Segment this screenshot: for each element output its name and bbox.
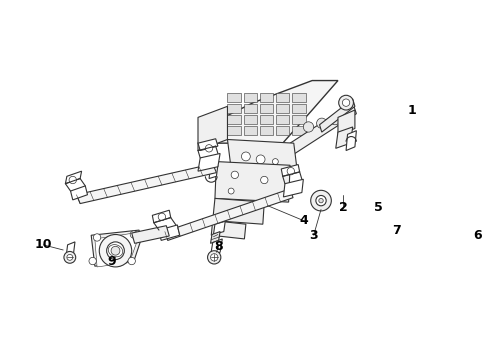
Text: 8: 8: [214, 240, 223, 253]
Polygon shape: [131, 226, 169, 243]
Polygon shape: [198, 153, 220, 171]
Circle shape: [67, 255, 73, 260]
Circle shape: [303, 122, 313, 132]
Polygon shape: [164, 189, 292, 240]
Circle shape: [64, 251, 76, 263]
Polygon shape: [259, 93, 273, 102]
Polygon shape: [292, 115, 305, 124]
Polygon shape: [259, 115, 273, 124]
Circle shape: [106, 242, 124, 260]
Polygon shape: [227, 104, 240, 113]
Circle shape: [310, 190, 331, 211]
Circle shape: [241, 152, 250, 161]
Circle shape: [158, 213, 165, 221]
Polygon shape: [210, 239, 222, 256]
Circle shape: [272, 159, 278, 165]
Circle shape: [256, 155, 264, 164]
Circle shape: [205, 145, 212, 152]
Polygon shape: [91, 230, 141, 266]
Circle shape: [99, 234, 131, 267]
Circle shape: [231, 171, 238, 179]
Circle shape: [69, 176, 76, 184]
Polygon shape: [198, 106, 227, 150]
Polygon shape: [213, 221, 225, 234]
Polygon shape: [243, 93, 256, 102]
Polygon shape: [281, 165, 299, 176]
Circle shape: [260, 176, 267, 184]
Circle shape: [315, 195, 325, 206]
Polygon shape: [337, 110, 354, 136]
Polygon shape: [292, 93, 305, 102]
Polygon shape: [152, 210, 170, 223]
Polygon shape: [215, 162, 289, 202]
Text: 5: 5: [373, 202, 382, 215]
Text: 10: 10: [35, 238, 52, 251]
Circle shape: [111, 246, 120, 255]
Polygon shape: [243, 126, 256, 135]
Circle shape: [93, 234, 101, 241]
Polygon shape: [66, 242, 75, 257]
Circle shape: [210, 254, 218, 261]
Circle shape: [207, 251, 221, 264]
Text: 6: 6: [473, 229, 481, 242]
Polygon shape: [198, 139, 218, 150]
Polygon shape: [65, 171, 81, 184]
Polygon shape: [212, 198, 264, 224]
Polygon shape: [243, 115, 256, 124]
Polygon shape: [259, 126, 273, 135]
Polygon shape: [159, 225, 179, 240]
Circle shape: [130, 231, 137, 238]
Text: 4: 4: [298, 214, 307, 227]
Polygon shape: [227, 126, 240, 135]
Circle shape: [342, 99, 349, 106]
Polygon shape: [259, 104, 273, 113]
Circle shape: [89, 257, 96, 265]
Polygon shape: [335, 127, 352, 148]
Polygon shape: [227, 93, 240, 102]
Circle shape: [329, 114, 340, 125]
Polygon shape: [210, 231, 220, 243]
Polygon shape: [276, 93, 289, 102]
Polygon shape: [283, 179, 303, 197]
Circle shape: [228, 188, 234, 194]
Polygon shape: [346, 131, 356, 150]
Circle shape: [316, 118, 326, 129]
Polygon shape: [319, 99, 354, 132]
Circle shape: [338, 95, 353, 110]
Polygon shape: [76, 164, 216, 203]
Text: 7: 7: [392, 224, 401, 237]
Polygon shape: [276, 126, 289, 135]
Circle shape: [208, 169, 213, 174]
Polygon shape: [227, 115, 240, 124]
Polygon shape: [289, 103, 356, 154]
Polygon shape: [211, 221, 245, 239]
Circle shape: [128, 257, 135, 265]
Circle shape: [318, 198, 323, 203]
Text: 9: 9: [107, 255, 116, 267]
Polygon shape: [70, 186, 87, 200]
Polygon shape: [276, 115, 289, 124]
Polygon shape: [198, 81, 337, 143]
Polygon shape: [227, 139, 297, 173]
Text: 3: 3: [309, 229, 317, 242]
Text: 2: 2: [338, 202, 347, 215]
Polygon shape: [95, 233, 137, 267]
Polygon shape: [243, 104, 256, 113]
Text: 1: 1: [407, 104, 415, 117]
Polygon shape: [276, 104, 289, 113]
Polygon shape: [292, 126, 305, 135]
Polygon shape: [292, 104, 305, 113]
Polygon shape: [208, 165, 218, 179]
Circle shape: [286, 167, 294, 175]
